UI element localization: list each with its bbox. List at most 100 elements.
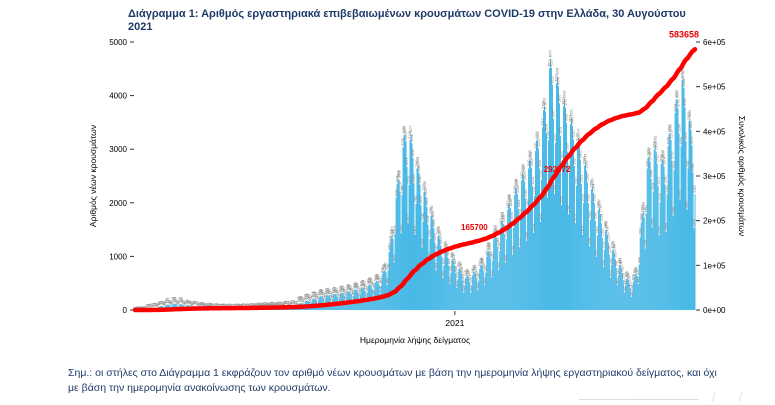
svg-text:2957: 2957 <box>566 142 570 150</box>
cropped-edge-artifact <box>579 391 769 403</box>
svg-text:320: 320 <box>365 286 369 292</box>
svg-text:75: 75 <box>193 301 197 305</box>
svg-text:1326: 1326 <box>505 230 509 238</box>
svg-text:34: 34 <box>209 303 213 307</box>
svg-text:3304: 3304 <box>545 124 549 132</box>
svg-text:5: 5 <box>137 306 141 308</box>
svg-text:543: 543 <box>374 274 378 280</box>
svg-text:3120: 3120 <box>554 134 558 142</box>
svg-text:825: 825 <box>453 259 457 265</box>
svg-text:54: 54 <box>169 302 173 306</box>
svg-text:2442: 2442 <box>396 170 400 178</box>
svg-text:1731: 1731 <box>519 208 523 216</box>
svg-text:3570: 3570 <box>552 109 556 117</box>
svg-text:776: 776 <box>619 261 623 267</box>
svg-text:3266: 3266 <box>402 126 406 134</box>
svg-text:943: 943 <box>427 252 431 258</box>
svg-text:2608: 2608 <box>672 161 676 169</box>
svg-text:241: 241 <box>318 290 322 296</box>
svg-text:1995: 1995 <box>593 194 597 202</box>
svg-text:40: 40 <box>190 302 194 306</box>
svg-text:1782: 1782 <box>430 205 434 213</box>
svg-text:107: 107 <box>178 297 182 303</box>
svg-text:1619: 1619 <box>574 214 578 222</box>
svg-text:97: 97 <box>181 299 185 303</box>
svg-text:382: 382 <box>354 282 358 288</box>
svg-text:55: 55 <box>200 302 204 306</box>
svg-text:38: 38 <box>255 303 259 307</box>
x-axis: 2021 Ημερομηνία λήψης δείγματος <box>360 311 470 345</box>
svg-text:770: 770 <box>478 261 482 267</box>
svg-text:50: 50 <box>264 302 268 306</box>
svg-text:277: 277 <box>327 288 331 294</box>
svg-text:68: 68 <box>189 301 193 305</box>
svg-text:75: 75 <box>284 301 288 305</box>
svg-text:403: 403 <box>362 281 366 287</box>
svg-text:2314: 2314 <box>531 177 535 185</box>
svg-text:317: 317 <box>356 286 360 292</box>
svg-text:1870: 1870 <box>685 201 689 209</box>
svg-text:3495: 3495 <box>565 114 569 122</box>
svg-text:2636: 2636 <box>538 160 542 168</box>
svg-text:676: 676 <box>634 266 638 272</box>
svg-text:38: 38 <box>208 303 212 307</box>
svg-text:3473: 3473 <box>569 115 573 123</box>
svg-text:4354: 4354 <box>556 67 560 75</box>
svg-text:659: 659 <box>633 267 637 273</box>
svg-text:105: 105 <box>180 297 184 303</box>
svg-text:4290: 4290 <box>680 71 684 79</box>
svg-text:2687: 2687 <box>583 157 587 165</box>
svg-text:263: 263 <box>328 289 332 295</box>
svg-text:825: 825 <box>481 259 485 265</box>
left-axis: 0 1000 2000 3000 4000 5000 <box>109 38 134 315</box>
svg-text:5000: 5000 <box>109 38 127 47</box>
svg-text:454: 454 <box>369 278 373 284</box>
svg-text:364: 364 <box>355 283 359 289</box>
svg-text:24: 24 <box>220 303 224 307</box>
svg-text:30: 30 <box>197 303 201 307</box>
svg-text:3729: 3729 <box>542 101 546 109</box>
svg-text:75: 75 <box>285 301 289 305</box>
svg-text:74: 74 <box>160 301 164 305</box>
svg-text:1375: 1375 <box>436 227 440 235</box>
svg-text:554: 554 <box>626 273 630 279</box>
svg-text:260: 260 <box>351 289 355 295</box>
svg-text:2057: 2057 <box>678 191 682 199</box>
svg-text:364: 364 <box>352 283 356 289</box>
svg-text:500: 500 <box>627 276 631 282</box>
svg-text:5: 5 <box>140 306 144 308</box>
svg-text:347: 347 <box>347 284 351 290</box>
svg-text:2284: 2284 <box>514 178 518 186</box>
final-total-label: 583658 <box>669 29 699 39</box>
svg-text:216: 216 <box>313 291 317 297</box>
svg-text:90: 90 <box>187 300 191 304</box>
svg-text:1646: 1646 <box>421 213 425 221</box>
svg-text:4000: 4000 <box>109 92 127 101</box>
svg-text:20: 20 <box>230 304 234 308</box>
svg-text:27: 27 <box>243 303 247 307</box>
svg-text:2687: 2687 <box>573 157 577 165</box>
svg-text:40: 40 <box>206 302 210 306</box>
svg-text:953: 953 <box>613 252 617 258</box>
svg-text:21: 21 <box>217 303 221 307</box>
svg-text:405: 405 <box>359 281 363 287</box>
svg-text:728: 728 <box>382 264 386 270</box>
svg-text:690: 690 <box>620 266 624 272</box>
svg-text:784: 784 <box>614 261 618 267</box>
svg-text:1897: 1897 <box>598 199 602 207</box>
svg-text:2655: 2655 <box>530 159 534 167</box>
svg-text:6: 6 <box>142 306 146 308</box>
svg-text:95: 95 <box>186 300 190 304</box>
svg-text:1523: 1523 <box>432 219 436 227</box>
svg-text:217: 217 <box>364 291 368 297</box>
svg-text:1996: 1996 <box>507 194 511 202</box>
svg-text:720: 720 <box>381 264 385 270</box>
svg-text:3933: 3933 <box>674 90 678 98</box>
svg-text:31: 31 <box>213 303 217 307</box>
svg-text:53: 53 <box>269 302 273 306</box>
svg-text:336: 336 <box>630 285 634 291</box>
artifact-line <box>579 399 699 400</box>
svg-text:25: 25 <box>155 303 159 307</box>
svg-text:675: 675 <box>474 267 478 273</box>
